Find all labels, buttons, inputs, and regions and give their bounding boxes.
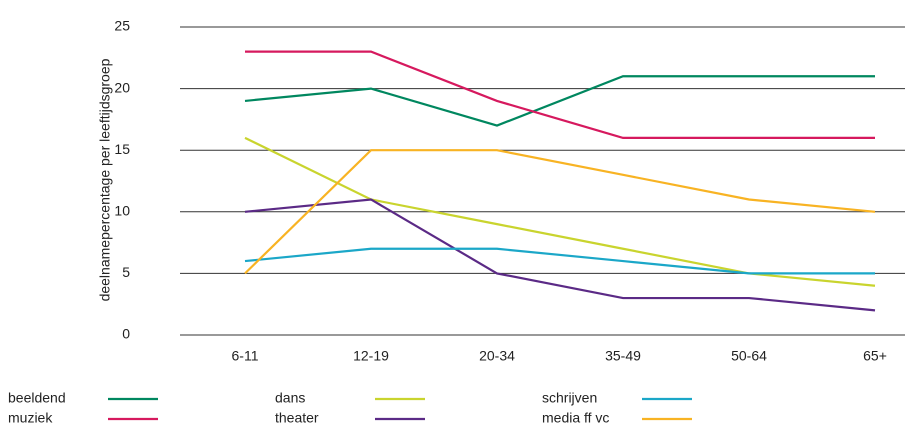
legend-label: schrijven (542, 390, 597, 406)
y-axis-label: deelnamepercentage per leeftijdsgroep (97, 58, 113, 301)
line-series (244, 149, 876, 275)
x-tick-label: 6-11 (232, 348, 259, 364)
line-series (244, 75, 875, 127)
y-tick-label: 15 (114, 141, 130, 157)
x-tick-label: 65+ (863, 348, 887, 364)
y-tick-label: 5 (122, 264, 130, 280)
y-tick-label: 10 (114, 203, 130, 219)
legend-label: muziek (8, 410, 53, 426)
x-tick-label: 50-64 (731, 348, 767, 364)
y-tick-label: 25 (114, 18, 130, 34)
legend-label: dans (275, 390, 305, 406)
y-tick-label: 0 (122, 326, 130, 342)
y-tick-label: 20 (114, 79, 130, 95)
line-series (244, 247, 875, 275)
line-series (244, 198, 876, 312)
x-tick-label: 20-34 (479, 348, 515, 364)
x-tick-label: 35-49 (605, 348, 641, 364)
x-tick-label: 12-19 (353, 348, 389, 364)
line-series (245, 50, 875, 139)
legend-label: media ff vc (542, 410, 609, 426)
legend-label: theater (275, 410, 319, 426)
legend-label: beeldend (8, 390, 66, 406)
line-series (244, 136, 876, 287)
